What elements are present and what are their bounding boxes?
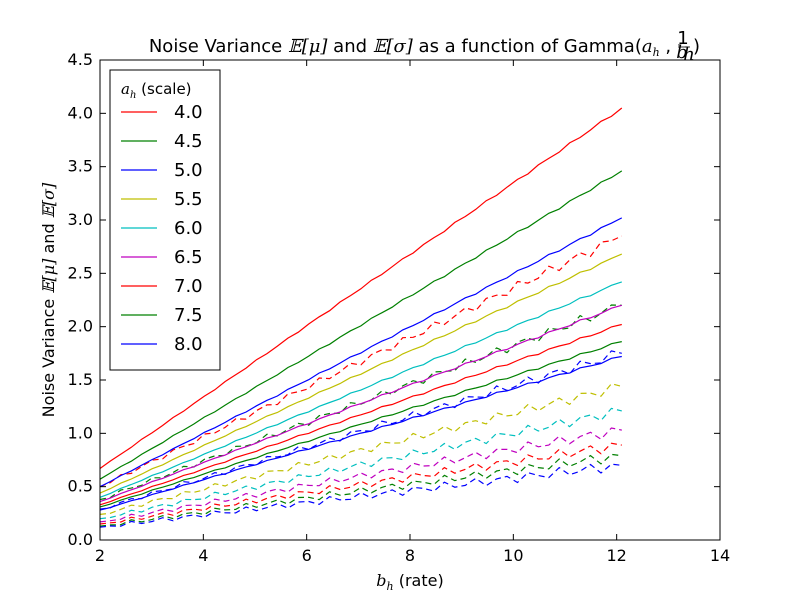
legend-label: 6.5	[174, 247, 203, 268]
plot-area	[99, 107, 623, 528]
svg-text:h: h	[683, 44, 695, 65]
series-5.5-solid-line	[99, 253, 623, 494]
svg-text:b: b	[676, 42, 688, 63]
series-6.0-solid-line	[99, 281, 622, 498]
series-5.5-dashed-line	[99, 383, 622, 515]
series-7.0-solid-line	[99, 323, 622, 506]
legend-box	[109, 69, 221, 371]
y-tick-label: 3.0	[68, 210, 93, 229]
y-tick-label: 1.0	[68, 423, 93, 442]
series-7.0-dashed-line	[99, 442, 622, 525]
x-tick-label: 4	[198, 546, 208, 565]
legend-label: 4.0	[174, 102, 203, 123]
title-fraction: 1 b h )	[676, 28, 700, 65]
x-axis: 2 4 6 8 10 12 14	[95, 60, 730, 565]
series-6.0-dashed-line	[99, 407, 622, 520]
legend: ah (scale) 4.0 4.5 5.0 5.5 6.0 6.5 7.0 7.5 8.0	[109, 69, 221, 371]
legend-label: 6.0	[174, 218, 203, 239]
series-4.5-solid-line	[99, 170, 623, 480]
y-tick-label: 4.0	[68, 103, 93, 122]
legend-label: 5.0	[174, 160, 203, 181]
x-tick-label: 10	[503, 546, 523, 565]
x-axis-label: bh (rate)	[376, 571, 443, 593]
series-7.5-dashed-line	[99, 453, 622, 527]
x-tick-label: 12	[606, 546, 626, 565]
legend-label: 7.0	[174, 276, 203, 297]
legend-title: ah (scale)	[121, 80, 192, 101]
series-8.0-solid-line	[99, 355, 622, 511]
y-axis: 0.0 0.5 1.0 1.5 2.0 2.5 3.0 3.5 4.0 4.5	[68, 50, 720, 549]
y-tick-label: 2.5	[68, 263, 93, 282]
y-axis-label: Noise Variance 𝔼[μ] and 𝔼[σ]	[39, 182, 58, 417]
legend-label: 5.5	[174, 189, 203, 210]
series-4.0-dashed-line	[99, 235, 623, 488]
y-tick-label: 3.5	[68, 157, 93, 176]
svg-text:1: 1	[677, 28, 688, 49]
y-tick-label: 4.5	[68, 50, 93, 69]
legend-label: 4.5	[174, 131, 203, 152]
series-4.0-solid-line	[99, 107, 623, 469]
x-tick-label: 8	[405, 546, 415, 565]
series-5.0-dashed-line	[99, 350, 622, 510]
chart-title: Noise Variance 𝔼[μ] and 𝔼[σ] as a functi…	[149, 36, 671, 59]
y-tick-label: 0.0	[68, 530, 93, 549]
legend-label: 8.0	[174, 334, 203, 355]
series-6.5-solid-line	[99, 304, 622, 503]
x-tick-label: 14	[710, 546, 730, 565]
series-6.5-dashed-line	[99, 427, 622, 523]
x-tick-label: 2	[95, 546, 105, 565]
y-tick-label: 1.5	[68, 370, 93, 389]
x-tick-label: 6	[302, 546, 312, 565]
legend-label: 7.5	[174, 305, 203, 326]
y-tick-label: 2.0	[68, 317, 93, 336]
svg-text:): )	[693, 36, 700, 57]
series-5.0-solid-line	[99, 217, 623, 488]
series-8.0-dashed-line	[99, 463, 622, 528]
y-tick-label: 0.5	[68, 477, 93, 496]
series-7.5-solid-line	[99, 341, 622, 508]
